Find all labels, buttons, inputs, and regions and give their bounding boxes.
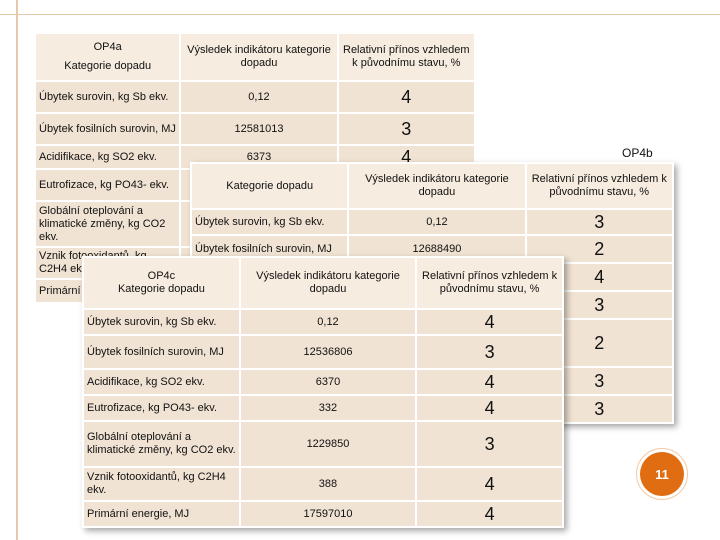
header-label: Kategorie dopadu [64, 60, 152, 72]
row-label: Acidifikace, kg SO2 ekv. [84, 370, 239, 394]
row-percent: 3 [526, 210, 672, 234]
row-label: Globální oteplování a klimatické změny, … [36, 202, 180, 246]
row-value: 0,12 [240, 310, 416, 334]
row-percent: 4 [417, 502, 562, 526]
table-op4c: OP4c Kategorie dopadu Výsledek indikátor… [82, 256, 564, 528]
table-row: Úbytek surovin, kg Sb ekv. 0,12 4 [84, 310, 562, 334]
row-percent: 2 [526, 236, 672, 262]
table-row: OP4a Kategorie dopadu Výsledek indikátor… [36, 34, 474, 80]
row-value: 17597010 [240, 502, 416, 526]
table-row: Vznik fotooxidantů, kg C2H4 ekv. 388 4 [84, 468, 562, 500]
row-label: Úbytek surovin, kg Sb ekv. [192, 210, 348, 234]
table-row: Primární energie, MJ 17597010 4 [84, 502, 562, 526]
row-label: Vznik fotooxidantů, kg C2H4 ekv. [84, 468, 239, 500]
row-value: 6370 [240, 370, 416, 394]
table-row: Úbytek fosilních surovin, MJ 12581013 3 [36, 114, 474, 144]
row-percent: 4 [417, 396, 562, 420]
table-id-label: OP4b [622, 146, 653, 160]
slide-number-badge: 11 [640, 452, 684, 496]
header-cell: Výsledek indikátoru kategorie dopadu [349, 164, 525, 208]
row-label: Globální oteplování a klimatické změny, … [84, 422, 239, 466]
table-row: Úbytek fosilních surovin, MJ 12688490 2 [192, 236, 672, 262]
table-row: Eutrofizace, kg PO43- ekv. 332 4 [84, 396, 562, 420]
row-label: Úbytek surovin, kg Sb ekv. [36, 82, 180, 112]
row-value: 12581013 [181, 114, 337, 144]
header-cell: Relativní přínos vzhledem k původnímu st… [338, 34, 474, 80]
header-label: Kategorie dopadu [117, 283, 205, 295]
top-rule [0, 14, 720, 15]
row-label: Úbytek fosilních surovin, MJ [36, 114, 180, 144]
header-cell: OP4c Kategorie dopadu [84, 258, 239, 308]
header-cell: Kategorie dopadu [192, 164, 348, 208]
row-label: Úbytek fosilních surovin, MJ [84, 336, 239, 368]
header-cell: Relativní přínos vzhledem k původnímu st… [417, 258, 562, 308]
header-cell: OP4a Kategorie dopadu [36, 34, 180, 80]
table-id-label: OP4a [93, 41, 122, 53]
header-cell: Výsledek indikátoru kategorie dopadu [181, 34, 337, 80]
row-percent: 3 [338, 114, 474, 144]
row-percent: 4 [417, 370, 562, 394]
row-label: Primární energie, MJ [84, 502, 239, 526]
table-row: Globální oteplování a klimatické změny, … [84, 422, 562, 466]
table-row: OP4c Kategorie dopadu Výsledek indikátor… [84, 258, 562, 308]
left-rule [16, 0, 18, 540]
row-value: 388 [240, 468, 416, 500]
row-value: 0,12 [181, 82, 337, 112]
header-cell: Výsledek indikátoru kategorie dopadu [240, 258, 416, 308]
table-row: Kategorie dopadu Výsledek indikátoru kat… [192, 164, 672, 208]
row-percent: 4 [417, 468, 562, 500]
row-label: Eutrofizace, kg PO43- ekv. [36, 170, 180, 200]
row-percent: 3 [417, 336, 562, 368]
header-cell: Relativní přínos vzhledem k původnímu st… [526, 164, 672, 208]
table-row: Úbytek surovin, kg Sb ekv. 0,12 4 [36, 82, 474, 112]
row-percent: 4 [338, 82, 474, 112]
table-id-label: OP4c [147, 270, 176, 282]
row-value: 12536806 [240, 336, 416, 368]
table-row: Úbytek fosilních surovin, MJ 12536806 3 [84, 336, 562, 368]
table-row: Acidifikace, kg SO2 ekv. 6370 4 [84, 370, 562, 394]
row-value: 0,12 [349, 210, 525, 234]
row-percent: 3 [417, 422, 562, 466]
row-label: Úbytek surovin, kg Sb ekv. [84, 310, 239, 334]
slide-number-ring [636, 448, 688, 500]
row-value: 332 [240, 396, 416, 420]
row-label: Eutrofizace, kg PO43- ekv. [84, 396, 239, 420]
table-row: Úbytek surovin, kg Sb ekv. 0,12 3 [192, 210, 672, 234]
row-percent: 4 [417, 310, 562, 334]
row-label: Acidifikace, kg SO2 ekv. [36, 146, 180, 168]
row-value: 1229850 [240, 422, 416, 466]
